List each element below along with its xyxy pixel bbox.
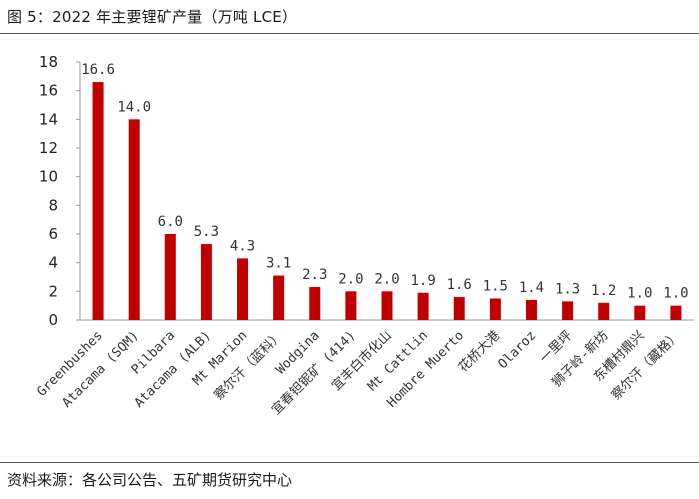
bar xyxy=(670,305,682,320)
bar xyxy=(381,291,393,320)
data-label: 1.5 xyxy=(483,279,508,295)
bar xyxy=(417,292,429,320)
data-label: 5.3 xyxy=(194,224,219,240)
data-label: 1.0 xyxy=(663,286,688,302)
data-label: 16.6 xyxy=(81,62,115,78)
category-label: Olaroz xyxy=(495,328,539,372)
data-label: 1.6 xyxy=(447,277,472,293)
data-label: 4.3 xyxy=(230,238,255,254)
y-tick-label: 10 xyxy=(39,168,58,186)
bar xyxy=(489,298,501,320)
bar xyxy=(273,275,285,320)
y-tick-label: 12 xyxy=(39,139,58,157)
data-label: 1.2 xyxy=(591,283,616,299)
bottom-rule xyxy=(0,462,699,463)
data-label: 1.4 xyxy=(519,280,544,296)
y-tick-label: 6 xyxy=(48,225,58,243)
y-tick-label: 0 xyxy=(48,311,58,329)
y-tick-label: 18 xyxy=(39,53,58,71)
bar xyxy=(128,119,140,320)
bar xyxy=(309,287,321,320)
data-label: 1.3 xyxy=(555,281,580,297)
y-tick-label: 16 xyxy=(39,82,58,100)
data-label: 2.0 xyxy=(374,271,399,287)
data-label: 2.3 xyxy=(302,267,327,283)
data-label: 3.1 xyxy=(266,256,291,272)
bar xyxy=(92,82,104,320)
chart-title: 图 5：2022 年主要锂矿产量（万吨 LCE） xyxy=(7,8,298,26)
bar xyxy=(345,291,357,320)
bar xyxy=(200,244,212,320)
y-tick-label: 4 xyxy=(48,254,58,272)
data-label: 2.0 xyxy=(338,271,363,287)
y-tick-label: 8 xyxy=(48,196,58,214)
data-label: 6.0 xyxy=(158,214,183,230)
top-rule xyxy=(0,33,699,34)
data-label: 1.9 xyxy=(410,273,435,289)
y-tick-label: 14 xyxy=(39,110,58,128)
bar xyxy=(598,302,610,320)
data-label: 1.0 xyxy=(627,286,652,302)
bar xyxy=(237,258,249,320)
data-label: 14.0 xyxy=(117,99,151,115)
bar xyxy=(634,305,646,320)
bar xyxy=(453,297,465,320)
bar xyxy=(562,301,574,320)
bar xyxy=(525,299,537,320)
source-note: 资料来源：各公司公告、五矿期货研究中心 xyxy=(7,471,293,489)
bar xyxy=(164,234,176,320)
y-tick-label: 2 xyxy=(48,282,58,300)
